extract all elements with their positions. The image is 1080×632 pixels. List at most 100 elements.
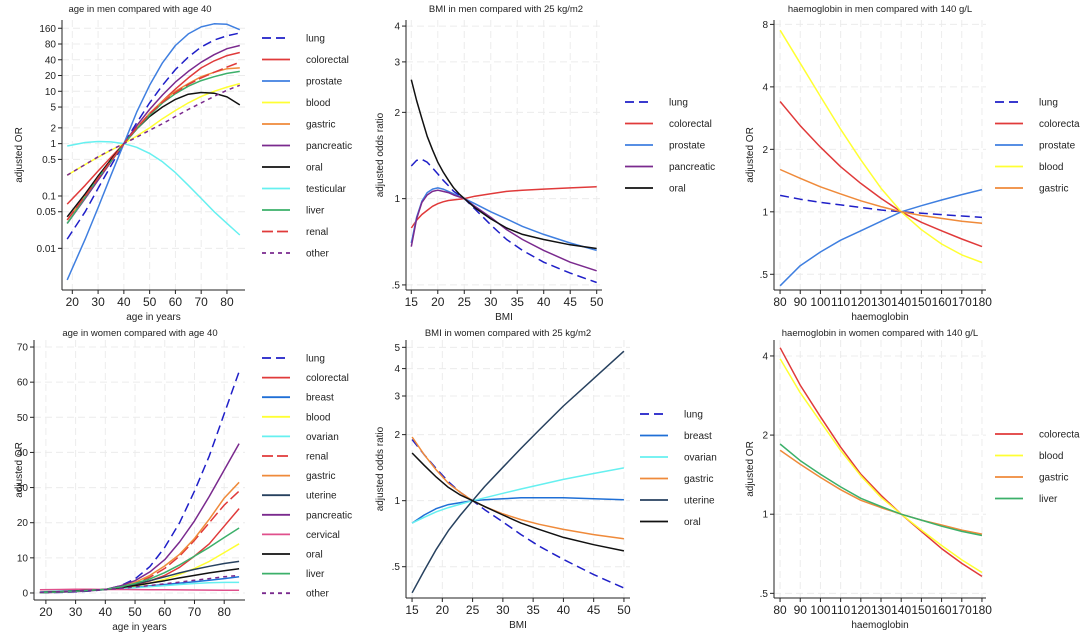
legend-label-blood: blood (1039, 162, 1063, 173)
y-tick-label: 2 (394, 108, 400, 119)
x-tick-label: 120 (851, 295, 871, 309)
legend-label-oral: oral (684, 517, 701, 528)
y-axis-label: adjusted OR (14, 127, 25, 183)
x-tick-label: 50 (143, 295, 157, 309)
series-line-colorectal (410, 186, 597, 229)
legend-label-oral: oral (306, 163, 323, 174)
y-axis-label: adjusted OR (745, 441, 756, 497)
series-line-oral (411, 452, 625, 552)
x-tick-label: 45 (564, 295, 578, 309)
x-tick-label: 90 (794, 603, 808, 617)
x-axis-label: haemoglobin (851, 620, 908, 631)
series-line-prostate (66, 23, 241, 281)
series-line-liver (779, 443, 983, 537)
legend-label-lung: lung (684, 410, 703, 421)
series-line-blood (779, 358, 983, 574)
series-line-oral (66, 91, 241, 218)
y-tick-label: 2 (762, 145, 768, 156)
legend-label-renal: renal (306, 227, 328, 238)
x-tick-label: 15 (405, 295, 419, 309)
y-tick-label: 8 (762, 20, 768, 31)
legend-label-uterine: uterine (306, 491, 337, 502)
chart-title: age in women compared with age 40 (62, 328, 217, 339)
series-line-breast (411, 497, 624, 524)
y-tick-label: 160 (39, 24, 56, 35)
series-line-gastric (779, 449, 983, 535)
x-tick-label: 20 (39, 605, 53, 619)
x-tick-label: 150 (911, 295, 931, 309)
x-tick-label: 45 (587, 603, 601, 617)
y-tick-label: 70 (17, 343, 29, 354)
x-axis-label: BMI (495, 312, 513, 323)
x-tick-label: 40 (117, 295, 131, 309)
x-tick-label: 20 (431, 295, 445, 309)
legend-label-blood: blood (1039, 451, 1063, 462)
legend-label-cervical: cervical (306, 530, 340, 541)
legend-label-colorectal: colorectal (669, 119, 712, 130)
legend-label-pancreatic: pancreatic (669, 162, 715, 173)
chart-hb-men: 80 90 100 110 120 130 140 150 160 170 180 .5 1 2 4 8 hae… (745, 4, 1080, 323)
chart-hb-women: 80 90 100 110 120 130 140 150 160 170 180 .5 1 2 4 haem… (745, 328, 1080, 631)
legend-label-oral: oral (669, 184, 686, 195)
x-tick-label: 50 (590, 295, 604, 309)
legend-label-lung: lung (669, 98, 688, 109)
x-tick-label: 80 (220, 295, 234, 309)
plot-area (62, 20, 245, 290)
y-tick-label: 4 (762, 82, 768, 93)
x-tick-label: 160 (932, 603, 952, 617)
y-tick-label: 50 (17, 413, 29, 424)
x-tick-label: 100 (810, 295, 830, 309)
y-tick-label: 3 (394, 57, 400, 68)
x-axis-label: age in years (126, 312, 180, 323)
legend-label-liver: liver (1039, 494, 1058, 505)
plot-area (774, 20, 986, 290)
series-line-testicular (67, 140, 241, 236)
series-line-pancreatic (410, 189, 597, 272)
legend-label-lung: lung (306, 34, 325, 45)
x-tick-label: 50 (128, 605, 142, 619)
y-tick-label: 5 (50, 103, 56, 114)
x-tick-label: 30 (91, 295, 105, 309)
x-tick-label: 150 (911, 603, 931, 617)
y-tick-label: 2 (394, 430, 400, 441)
y-tick-label: 40 (45, 55, 57, 66)
chart-title: BMI in women compared with 25 kg/m2 (425, 328, 591, 339)
y-axis-label: adjusted OR (745, 127, 756, 183)
legend-label-gastric: gastric (306, 120, 335, 131)
legend-label-gastric: gastric (684, 474, 713, 485)
y-tick-label: 4 (394, 22, 400, 33)
legend-label-blood: blood (306, 412, 330, 423)
series-line-cervical (39, 588, 240, 591)
y-tick-label: 4 (394, 364, 400, 375)
legend-label-gastric: gastric (1039, 184, 1068, 195)
x-tick-label: 35 (511, 295, 525, 309)
legend-label-breast: breast (306, 393, 334, 404)
x-tick-label: 80 (218, 605, 232, 619)
x-tick-label: 30 (484, 295, 498, 309)
y-tick-label: 0.05 (37, 207, 57, 218)
series-line-lung (779, 194, 983, 219)
x-tick-label: 50 (617, 603, 631, 617)
y-axis-label: adjusted odds ratio (375, 112, 386, 197)
y-tick-label: 0 (22, 588, 28, 599)
y-axis-label: adjusted odds ratio (375, 426, 386, 511)
x-axis-label: BMI (509, 620, 527, 631)
legend-label-colorectal: colorectal (1039, 430, 1080, 441)
series-line-liver (39, 527, 240, 594)
y-tick-label: 5 (394, 343, 400, 354)
y-tick-label: 30 (17, 483, 29, 494)
legend-label-testicular: testicular (306, 184, 347, 195)
x-tick-label: 130 (871, 295, 891, 309)
legend-label-uterine: uterine (684, 496, 715, 507)
x-tick-label: 180 (972, 603, 992, 617)
x-tick-label: 35 (526, 603, 540, 617)
y-tick-label: 1 (762, 207, 768, 218)
legend-label-lung: lung (306, 354, 325, 365)
series-line-colorectal (779, 347, 983, 578)
chart-title: age in men compared with age 40 (68, 4, 211, 15)
legend-label-pancreatic: pancreatic (306, 141, 352, 152)
x-tick-label: 90 (794, 295, 808, 309)
legend-label-colorectal: colorectal (1039, 119, 1080, 130)
series-line-oral (410, 79, 597, 250)
